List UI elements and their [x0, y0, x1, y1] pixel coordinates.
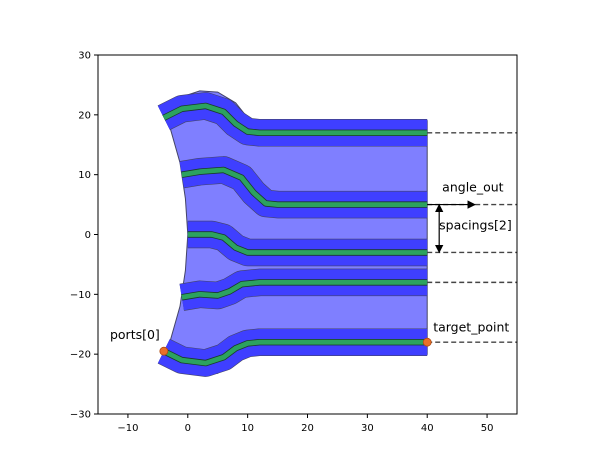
- y-tick-label: −30: [70, 410, 91, 421]
- marker-target-point: [422, 337, 432, 347]
- x-tick-label: 40: [421, 423, 434, 434]
- annotations: angle_out spacings[2] ports[0] target_point: [110, 179, 512, 342]
- waveguide-4: [162, 339, 428, 366]
- waveguide-3: [181, 279, 428, 300]
- y-tick-label: 0: [85, 230, 91, 241]
- x-axis: −10 0 10 20 30 40 50: [117, 414, 493, 434]
- plot-area: [157, 90, 517, 377]
- y-tick-label: 10: [78, 170, 91, 181]
- x-tick-label: 0: [185, 423, 191, 434]
- marker-ports-0-: [159, 346, 169, 356]
- x-tick-label: 10: [241, 423, 254, 434]
- y-tick-label: −20: [70, 350, 91, 361]
- y-tick-label: −10: [70, 290, 91, 301]
- x-tick-label: 30: [361, 423, 374, 434]
- waveguide-1: [181, 167, 428, 208]
- x-tick-label: 50: [481, 423, 494, 434]
- annotation-angle-out: angle_out: [442, 179, 504, 194]
- x-tick-label: 20: [301, 423, 314, 434]
- x-tick-label: −10: [117, 423, 138, 434]
- annotation-ports-0: ports[0]: [110, 327, 160, 342]
- annotation-target-point: target_point: [433, 319, 509, 334]
- y-axis: −30 −20 −10 0 10 20 30: [70, 51, 98, 421]
- y-tick-label: 30: [78, 51, 91, 62]
- y-tick-label: 20: [78, 110, 91, 121]
- waveguide-2: [187, 232, 428, 255]
- annotation-spacings-2: spacings[2]: [439, 218, 512, 233]
- waveguide-0: [162, 103, 428, 136]
